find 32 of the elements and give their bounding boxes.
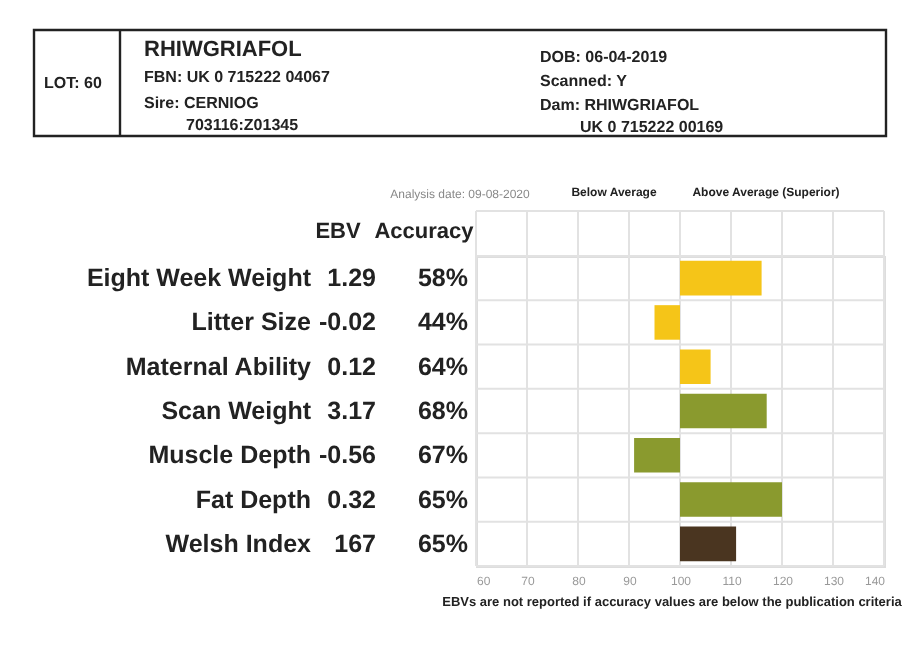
text: Accuracy	[374, 220, 476, 244]
text: 44%	[417, 308, 468, 337]
text: 703116:Z01345	[186, 116, 300, 134]
text: 167	[334, 529, 377, 558]
text: 3.17	[327, 397, 377, 425]
y-tick-label: Muscle Depth	[148, 441, 311, 470]
text: UK 0 715222 00169	[580, 118, 725, 136]
y-tick-label: Litter Size	[191, 308, 312, 337]
text: 67%	[417, 441, 468, 470]
text: Dam: RHIWGRIAFOL	[540, 96, 700, 114]
text: 58%	[417, 264, 468, 293]
text: 65%	[417, 529, 468, 558]
text: RHIWGRIAFOL	[144, 38, 303, 62]
y-tick-label: Welsh Index	[165, 529, 312, 558]
text: DOB: 06-04-2019	[540, 48, 669, 66]
text: EBV	[315, 220, 362, 244]
y-tick-label: Fat Depth	[195, 485, 311, 514]
text: 0.32	[327, 485, 377, 514]
text: 0.12	[327, 352, 377, 381]
text: 1.29	[327, 264, 377, 293]
text: FBN: UK 0 715222 04067	[144, 68, 331, 86]
text: -0.56	[319, 441, 377, 470]
text: Scanned: Y	[540, 72, 629, 90]
text: 65%	[417, 485, 468, 514]
y-tick-label: Scan Weight	[161, 397, 313, 425]
text: 68%	[417, 397, 468, 425]
text: 64%	[417, 352, 468, 381]
text: Sire: CERNIOG	[144, 94, 259, 112]
y-tick-label: Maternal Ability	[125, 352, 312, 381]
text: -0.02	[319, 308, 377, 337]
text: LOT: 60	[44, 74, 103, 92]
y-tick-label: Eight Week Weight	[86, 264, 313, 293]
